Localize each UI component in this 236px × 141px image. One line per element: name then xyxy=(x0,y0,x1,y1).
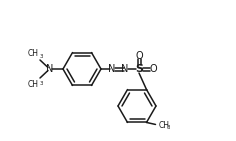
Text: S: S xyxy=(135,64,143,74)
Text: CH: CH xyxy=(28,49,39,58)
Text: 3: 3 xyxy=(40,81,43,86)
Text: CH: CH xyxy=(28,80,39,89)
Text: O: O xyxy=(135,51,143,61)
Text: N: N xyxy=(108,64,116,74)
Text: N: N xyxy=(121,64,129,74)
Text: N: N xyxy=(46,64,54,74)
Text: 3: 3 xyxy=(40,55,43,60)
Text: 3: 3 xyxy=(167,125,170,130)
Text: CH: CH xyxy=(159,121,169,130)
Text: O: O xyxy=(149,64,157,74)
